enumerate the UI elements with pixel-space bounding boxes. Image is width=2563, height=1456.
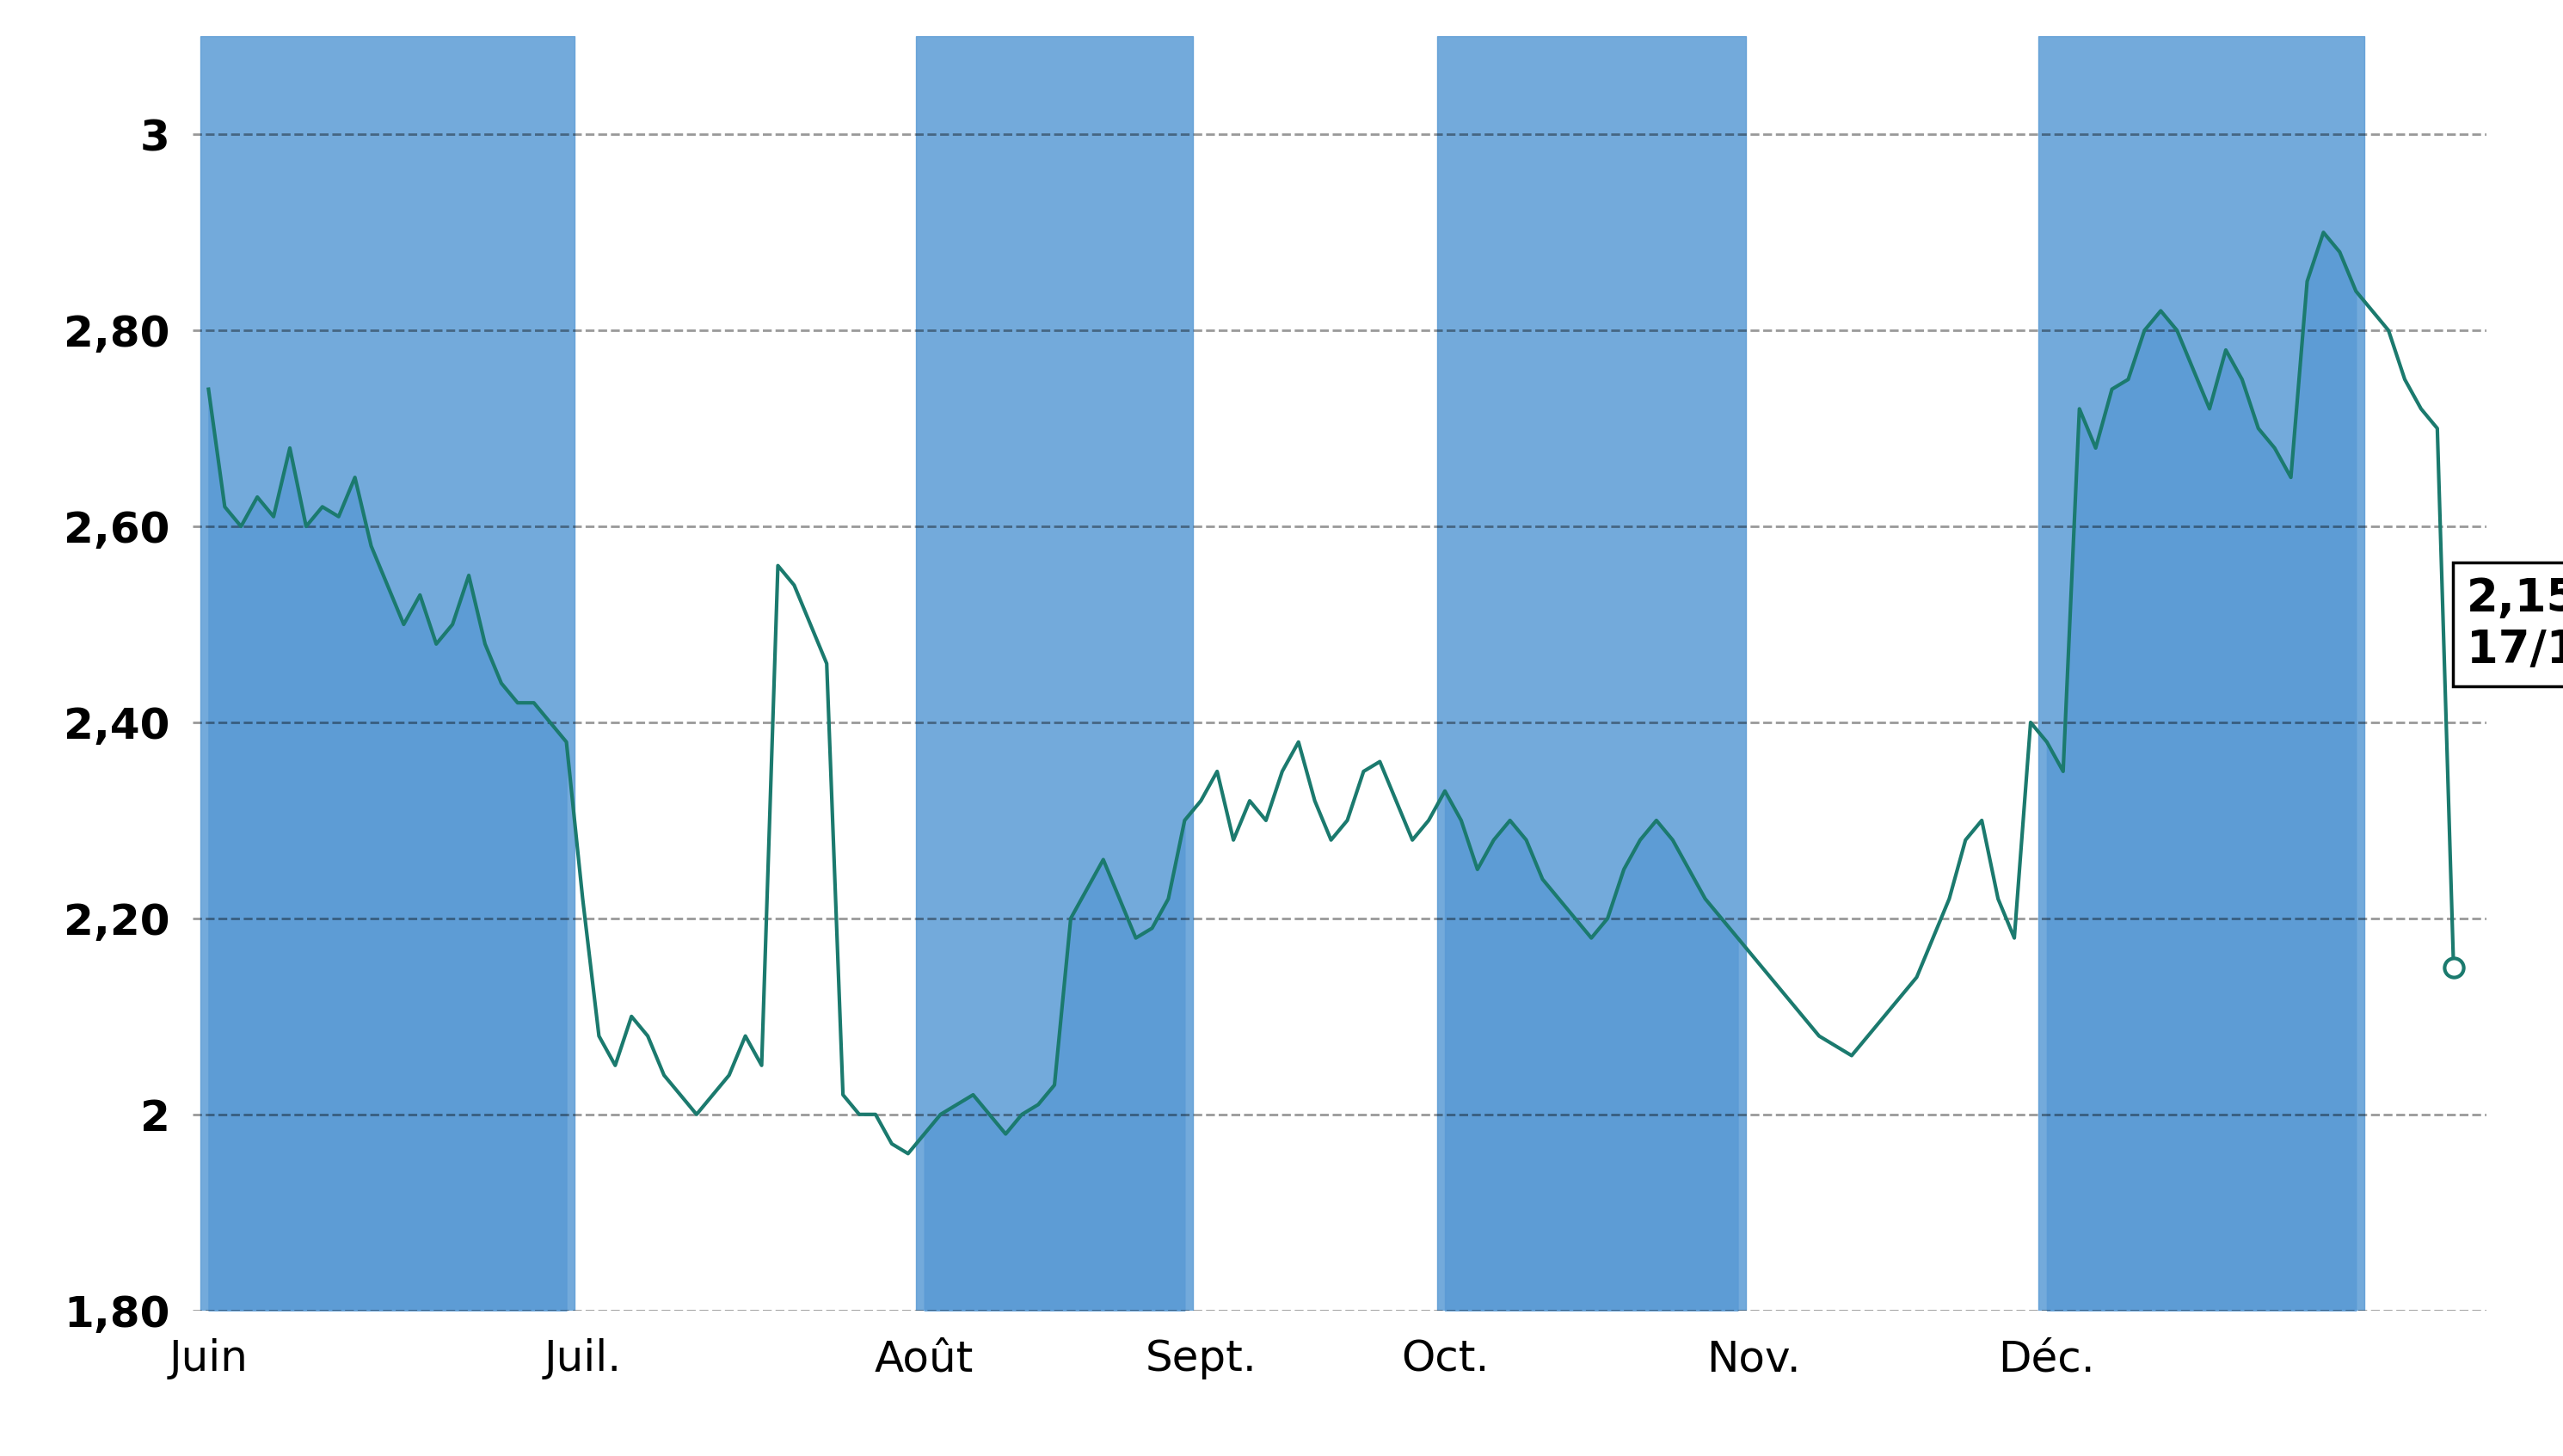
Bar <box>1438 36 1745 1310</box>
Bar <box>200 36 574 1310</box>
Bar <box>2038 36 2363 1310</box>
Text: 2,15
17/12: 2,15 17/12 <box>2466 577 2563 673</box>
Text: Electrovaya Inc.: Electrovaya Inc. <box>851 17 1712 111</box>
Bar <box>915 36 1192 1310</box>
